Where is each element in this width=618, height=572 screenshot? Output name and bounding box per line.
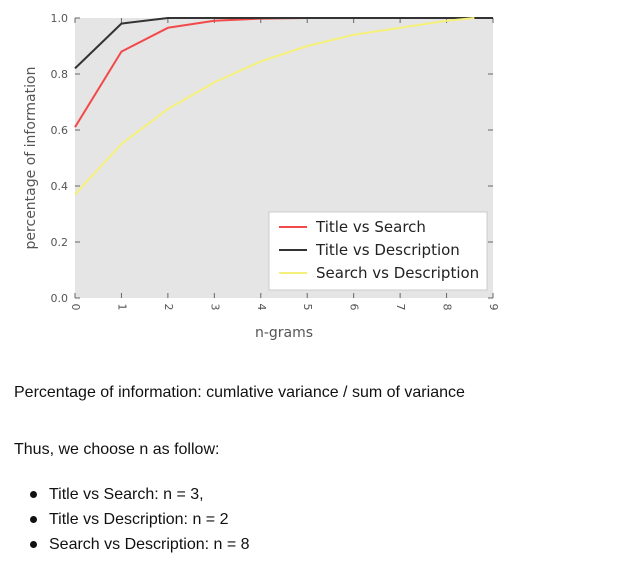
list-item: Title vs Search: n = 3, — [14, 482, 250, 507]
line-chart: 0 1 2 3 4 5 6 7 8 9 0.0 0.2 0.4 0.6 0.8 1.0 n-grams per… — [23, 12, 501, 341]
x-tick-label: 4 — [255, 304, 268, 311]
x-tick-label: 3 — [208, 304, 221, 311]
legend-entry: Search vs Description — [316, 264, 479, 282]
series-lines — [74, 17, 493, 196]
y-tick-label: 0.0 — [51, 292, 69, 305]
x-tick-label: 0 — [69, 304, 82, 311]
tick-labels: 0 1 2 3 4 5 6 7 8 9 0.0 0.2 0.4 0.6 0.8 1.0 — [51, 12, 501, 311]
x-tick-label: 9 — [487, 304, 500, 311]
chart-caption: Percentage of information: cumlative var… — [14, 384, 465, 401]
legend-entry: Title vs Search — [315, 218, 426, 236]
choice-text: Title vs Search: n = 3, — [49, 486, 204, 503]
y-tick-label: 0.4 — [51, 180, 69, 193]
y-tick-label: 0.8 — [51, 68, 69, 81]
choice-text: Search vs Description: n = 8 — [49, 536, 250, 553]
legend: Title vs Search Title vs Description Searc… — [268, 211, 488, 291]
y-tick-label: 0.2 — [51, 236, 69, 249]
list-item: Title vs Description: n = 2 — [14, 507, 250, 532]
y-tick-label: 0.6 — [51, 124, 69, 137]
x-tick-label: 7 — [394, 304, 407, 311]
bullet-icon — [30, 491, 37, 498]
x-axis-label: n-grams — [255, 325, 313, 341]
x-tick-label: 5 — [301, 304, 314, 311]
bullet-icon — [30, 516, 37, 523]
x-tick-label: 2 — [162, 304, 175, 311]
bullet-icon — [30, 541, 37, 548]
y-axis-label: percentage of information — [23, 67, 39, 250]
choice-text: Title vs Description: n = 2 — [49, 511, 229, 528]
list-item: Search vs Description: n = 8 — [14, 532, 250, 557]
series-line-2 — [74, 17, 493, 70]
intro-text: Thus, we choose n as follow: — [14, 441, 220, 458]
x-tick-label: 6 — [348, 304, 361, 311]
choice-list: Title vs Search: n = 3, Title vs Descrip… — [14, 482, 250, 557]
x-tick-label: 1 — [115, 304, 128, 311]
axis-ticks — [74, 17, 494, 299]
series-line-3 — [74, 17, 475, 196]
legend-entry: Title vs Description — [315, 241, 460, 259]
y-tick-label: 1.0 — [51, 12, 69, 25]
x-tick-label: 8 — [441, 304, 454, 311]
